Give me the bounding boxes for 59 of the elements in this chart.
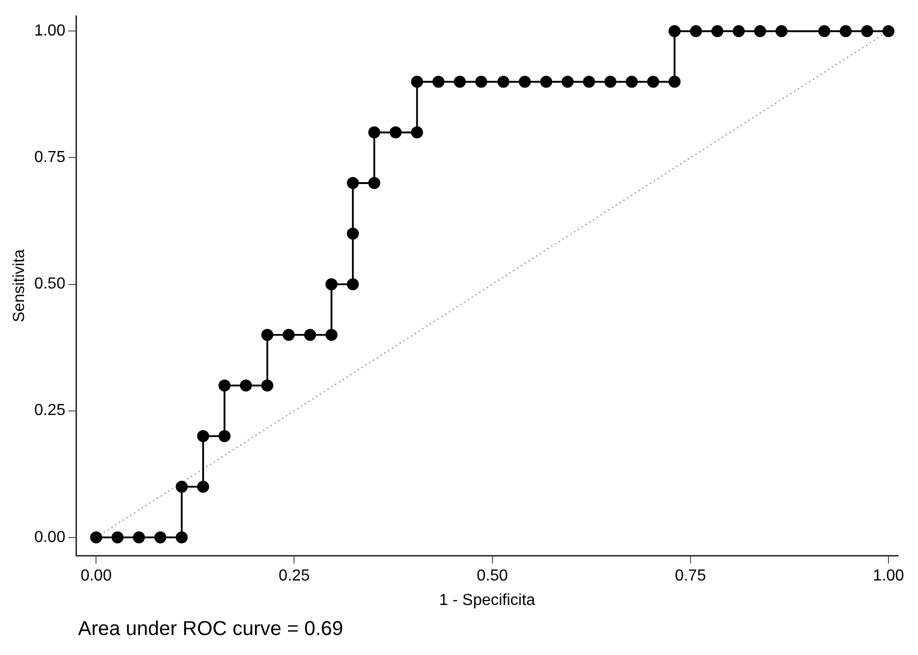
x-tick-label: 0.75 — [674, 568, 706, 585]
point — [112, 531, 124, 544]
y-tick-label: 0.25 — [34, 402, 66, 420]
point — [711, 25, 724, 38]
point — [154, 531, 166, 544]
point — [197, 430, 210, 442]
point — [562, 76, 574, 88]
x-axis-title: 1 - Specificita — [439, 592, 536, 609]
point — [325, 278, 338, 290]
point — [411, 126, 424, 138]
point — [540, 76, 552, 88]
point — [690, 25, 702, 38]
point — [518, 76, 531, 88]
point — [304, 328, 316, 341]
x-tick-label: 0.50 — [476, 568, 508, 585]
point — [454, 76, 466, 88]
point — [475, 76, 488, 88]
point — [582, 76, 595, 88]
point — [240, 380, 252, 392]
point — [346, 177, 359, 190]
point — [218, 380, 231, 392]
point — [861, 25, 874, 38]
y-tick-label: 1.00 — [34, 22, 66, 40]
point — [261, 380, 274, 392]
y-tick-label: 0.00 — [34, 528, 66, 546]
point — [776, 25, 788, 38]
point — [732, 25, 745, 38]
point — [647, 76, 660, 88]
point — [368, 177, 380, 190]
point — [132, 531, 145, 544]
point — [432, 76, 444, 88]
point — [90, 531, 102, 544]
point — [882, 25, 894, 38]
point — [325, 328, 338, 341]
point — [668, 25, 681, 38]
point — [261, 328, 274, 341]
y-tick-label: 0.50 — [34, 276, 66, 293]
point — [818, 25, 830, 38]
point — [668, 76, 681, 88]
point — [390, 126, 402, 138]
point — [197, 480, 210, 493]
point — [626, 76, 638, 88]
point — [368, 126, 380, 138]
point — [754, 25, 766, 38]
x-tick-label: 0.00 — [80, 568, 112, 585]
point — [176, 480, 188, 493]
point — [346, 278, 359, 290]
point — [282, 328, 295, 341]
y-axis-title: Sensitivita — [11, 249, 28, 322]
point — [604, 76, 616, 88]
x-tick-label: 1.00 — [872, 568, 904, 585]
point — [176, 531, 188, 544]
x-tick-label: 0.25 — [278, 568, 310, 585]
point — [840, 25, 852, 38]
point — [218, 430, 231, 442]
point — [411, 76, 424, 88]
point — [497, 76, 510, 88]
y-tick-label: 0.75 — [34, 149, 66, 166]
text: Area under ROC curve = 0.69 — [78, 618, 344, 641]
